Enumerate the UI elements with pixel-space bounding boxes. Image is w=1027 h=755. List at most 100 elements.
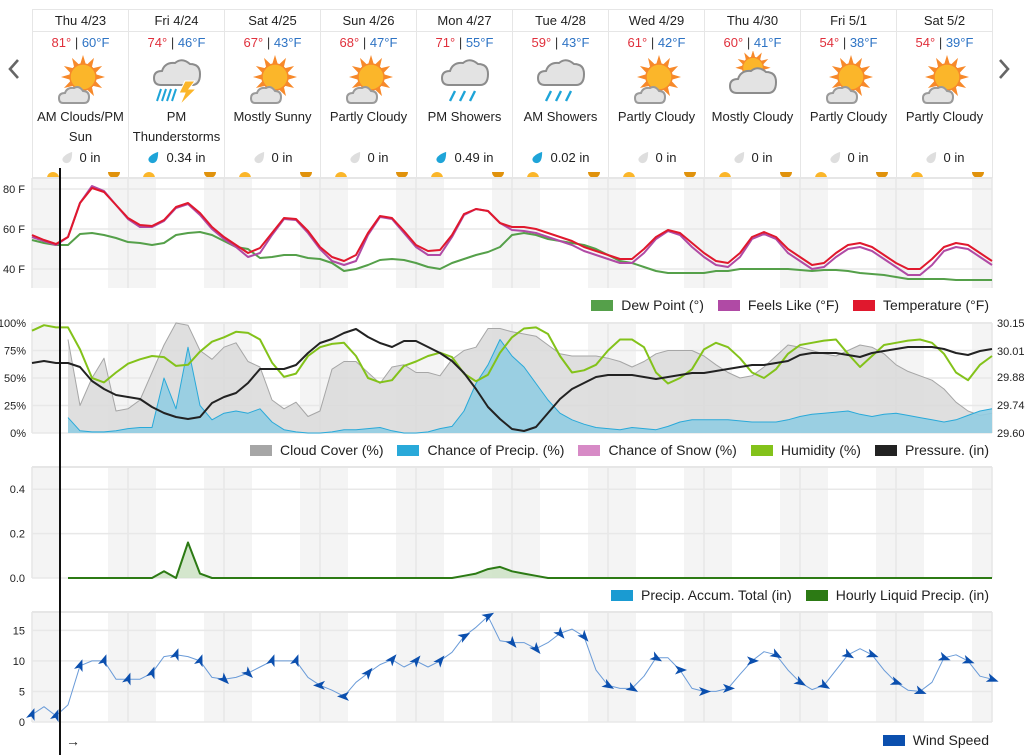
low-temp: 38°F: [849, 35, 878, 50]
sun-moon-row: [815, 172, 888, 178]
temp-separator: |: [167, 35, 178, 50]
precip-amount: 0 in: [79, 149, 101, 165]
next-days-button[interactable]: [994, 52, 1014, 86]
wind-direction-arrow-icon: [649, 651, 663, 662]
sun-moon-row: [911, 172, 984, 178]
legend-feels-like[interactable]: Feels Like (°F): [717, 297, 839, 313]
day-date: Wed 4/29: [609, 10, 704, 32]
moonset-icon: [972, 172, 984, 178]
legend-precip-accum[interactable]: Precip. Accum. Total (in): [611, 587, 792, 603]
temperature-f-line: [31, 187, 993, 270]
day-temps: 81° | 60°F: [33, 35, 128, 51]
sun-moon-row: [431, 172, 504, 178]
night-band: [876, 467, 924, 578]
raindrop-icon: [436, 151, 447, 163]
wind-direction-arrow-icon: [793, 675, 807, 686]
wind-direction-arrow-icon: [625, 681, 639, 692]
wind-direction-arrow-icon: [217, 672, 229, 685]
wind-direction-arrow-icon: [913, 685, 927, 694]
legend-cloud-cover[interactable]: Cloud Cover (%): [250, 442, 383, 458]
legend-humidity[interactable]: Humidity (%): [750, 442, 861, 458]
high-temp: 68°: [339, 35, 360, 50]
low-temp: 42°F: [657, 35, 686, 50]
day-date: Fri 5/1: [801, 10, 896, 32]
wind-direction-arrow-icon: [675, 665, 687, 675]
precip-amount: 0 in: [655, 149, 677, 165]
legend-swatch: [578, 444, 601, 456]
wind-direction-arrow-icon: [385, 654, 397, 667]
sunrise-icon: [335, 172, 347, 178]
chart-panel-0: 80 F 60 F 40 F: [3, 177, 993, 288]
sun-with-cloud-icon: [897, 51, 992, 107]
sun-with-cloud-icon: [225, 51, 320, 107]
day-forecast[interactable]: Sun 4/26 68° | 47°F Partly Cloudy 0 in: [321, 10, 417, 178]
night-band: [972, 612, 992, 722]
wind-direction-arrow-icon: [433, 655, 445, 668]
dew-point-line: [31, 231, 992, 281]
temp-separator: |: [455, 35, 466, 50]
legend-swatch: [882, 734, 905, 746]
day-condition: PM Thunderstorms: [132, 109, 221, 144]
wind-direction-arrow-icon: [961, 654, 975, 664]
moonset-icon: [876, 172, 888, 178]
legend-dew-point[interactable]: Dew Point (°): [591, 297, 704, 313]
day-forecast[interactable]: Thu 4/30 60° | 41°F Mostly Cloudy 0 in: [705, 10, 801, 178]
sun-with-cloud-icon: [33, 51, 128, 107]
day-condition: PM Showers: [427, 109, 502, 124]
wind-direction-arrow-icon: [841, 648, 855, 659]
legend-wind-speed[interactable]: Wind Speed: [882, 732, 989, 748]
night-band: [204, 467, 252, 578]
legend-precip-chance[interactable]: Chance of Precip. (%): [397, 442, 564, 458]
high-temp: 60°: [723, 35, 744, 50]
day-forecast[interactable]: Wed 4/29 61° | 42°F Partly Cloudy 0 in: [609, 10, 705, 178]
day-forecast[interactable]: Fri 4/24 74° | 46°F PM Thunderstorms 0.3…: [129, 10, 225, 178]
sunrise-icon: [911, 172, 923, 178]
wind-direction-arrow-icon: [505, 635, 517, 648]
y-tick-label: 75%: [4, 346, 26, 358]
day-temps: 74° | 46°F: [129, 35, 224, 51]
day-condition: Partly Cloudy: [329, 109, 408, 124]
day-precip: 0 in: [897, 147, 992, 167]
temp-separator: |: [359, 35, 370, 50]
y2-tick-label: 30.15: [997, 318, 1025, 330]
day-forecast[interactable]: Sat 5/2 54° | 39°F Partly Cloudy 0 in: [897, 10, 993, 178]
precip-amount: 0 in: [943, 149, 965, 165]
high-temp: 67°: [243, 35, 264, 50]
day-forecast[interactable]: Fri 5/1 54° | 38°F Partly Cloudy 0 in: [801, 10, 897, 178]
high-temp: 81°: [51, 35, 72, 50]
raindrop-icon: [148, 151, 159, 163]
day-forecast[interactable]: Mon 4/27 71° | 55°F PM Showers 0.49 in: [417, 10, 513, 178]
temp-separator: |: [71, 35, 82, 50]
feels-like-f-line: [31, 185, 993, 276]
day-precip: 0.34 in: [129, 147, 224, 167]
wind-direction-arrow-icon: [601, 678, 615, 689]
previous-days-button[interactable]: [4, 52, 24, 86]
sun-moon-row: [527, 172, 600, 178]
low-temp: 60°F: [81, 35, 110, 50]
legend-pressure[interactable]: Pressure. (in): [874, 442, 989, 458]
night-band: [780, 178, 828, 288]
wind-direction-arrow-icon: [146, 666, 155, 680]
pressure-in-line: [31, 328, 993, 432]
day-date: Tue 4/28: [513, 10, 608, 32]
day-precip: 0 in: [609, 147, 704, 167]
chevron-left-icon: [8, 59, 19, 79]
day-forecast[interactable]: Tue 4/28 59° | 43°F AM Showers 0.02 in: [513, 10, 609, 178]
wind-direction-arrow-icon: [241, 666, 253, 679]
sun-moon-row: [335, 172, 408, 178]
night-band: [780, 467, 828, 578]
legend-temperature[interactable]: Temperature (°F): [853, 297, 989, 313]
moonset-icon: [396, 172, 408, 178]
wind-direction-arrow-icon: [985, 673, 999, 682]
sunrise-icon: [239, 172, 251, 178]
day-forecast[interactable]: Sat 4/25 67° | 43°F Mostly Sunny 0 in: [225, 10, 321, 178]
precip-amount: 0 in: [751, 149, 773, 165]
wind-direction-arrow-icon: [481, 612, 495, 623]
day-forecast[interactable]: Thu 4/23 81° | 60°F AM Clouds/PM Sun 0 i…: [33, 10, 129, 178]
temp-separator: |: [743, 35, 754, 50]
legend-snow-chance[interactable]: Chance of Snow (%): [578, 442, 737, 458]
low-temp: 43°F: [273, 35, 302, 50]
legend-hourly-precip[interactable]: Hourly Liquid Precip. (in): [805, 587, 989, 603]
y-tick-label: 80 F: [3, 184, 25, 196]
night-band: [300, 612, 348, 722]
